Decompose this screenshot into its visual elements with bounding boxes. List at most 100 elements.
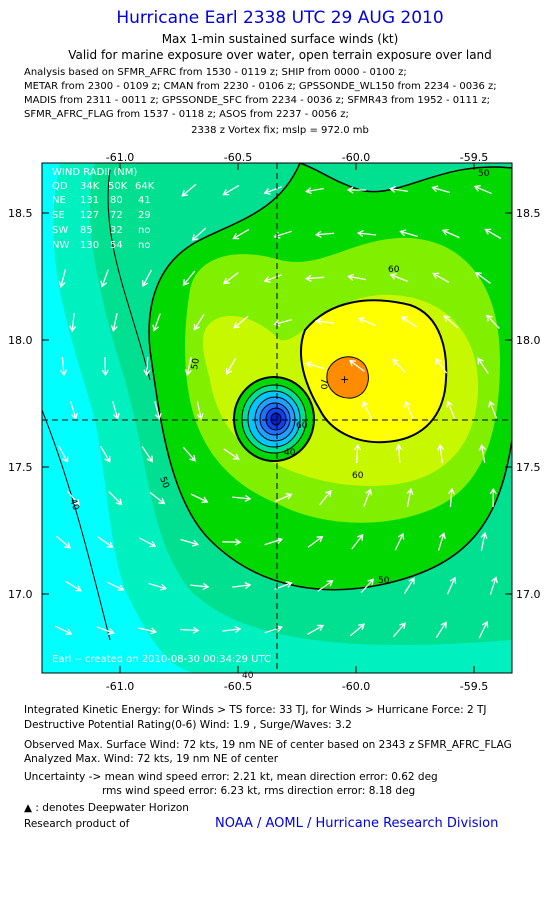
contour-label: 40 — [242, 671, 254, 681]
wind-contour-band — [299, 299, 448, 444]
wind-radii-cell: NW — [52, 240, 69, 251]
wind-vector-arrow — [191, 227, 207, 241]
wind-vector-arrow — [264, 625, 283, 634]
wind-vector-arrow — [307, 535, 324, 548]
wind-vector-arrow — [473, 185, 492, 195]
wind-vector-arrow — [184, 357, 192, 377]
creation-credit: Earl -- created on 2010-08-30 00:34:29 U… — [52, 654, 271, 665]
wind-vector-arrow — [356, 229, 377, 238]
wind-vector-arrow — [232, 494, 252, 502]
wind-vector-arrow — [392, 358, 406, 374]
wind-vector-arrow — [392, 622, 406, 638]
max-wind-marker: + — [340, 373, 349, 386]
wind-vector-arrow — [394, 532, 405, 551]
wind-vector-arrow — [190, 493, 209, 504]
lat-tick-label: 18.5 — [516, 207, 541, 220]
wind-vector-arrow — [406, 487, 414, 507]
wind-vector-arrow — [110, 313, 118, 333]
lat-tick-label: 17.0 — [516, 588, 541, 601]
contour-label: 60 — [296, 421, 308, 431]
wind-radii-cell: 29 — [138, 210, 151, 221]
ike-line: Integrated Kinetic Energy: for Winds > T… — [24, 704, 487, 716]
wind-radii-header: 34K — [80, 181, 100, 192]
uncertainty-line: Uncertainty -> mean wind speed error: 2.… — [24, 771, 438, 783]
wind-radii-header: 50K — [108, 181, 128, 192]
lat-tick-label: 18.0 — [8, 334, 33, 347]
wind-vector-arrow — [141, 269, 153, 288]
wind-vector-arrow — [100, 445, 111, 463]
wind-vector-arrow — [143, 356, 151, 377]
wind-vector-arrow — [193, 314, 205, 331]
wind-vector-arrow — [348, 359, 365, 372]
wind-vector-arrow — [154, 401, 162, 420]
deepwater-legend: ▲ : denotes Deepwater Horizon — [24, 802, 189, 814]
wind-vector-arrow — [196, 401, 204, 421]
wind-vector-arrow — [441, 228, 460, 239]
wind-vector-arrow — [58, 445, 69, 464]
wind-vector-arrow — [225, 357, 237, 375]
wind-vector-arrow — [274, 581, 293, 590]
contour-label: 70 — [318, 378, 328, 390]
wind-radii-header: 64K — [135, 181, 155, 192]
wind-vector-arrow — [448, 487, 456, 508]
noaa-link[interactable]: NOAA / AOML / Hurricane Research Divisio… — [215, 816, 499, 831]
contour-label: 50 — [190, 357, 202, 370]
wind-radii-cell: 80 — [110, 195, 123, 206]
wind-radii-cell: 85 — [80, 225, 93, 236]
wind-radii-cell: no — [138, 225, 150, 236]
wind-vector-arrow — [389, 185, 409, 193]
wind-vector-arrow — [400, 316, 417, 328]
wind-vector-arrow — [319, 490, 332, 506]
wind-vector-arrow — [437, 532, 446, 551]
wind-vector-arrow — [223, 272, 239, 285]
wind-vector-arrow — [222, 184, 240, 196]
wind-vector-arrow — [222, 625, 242, 634]
analysis-line: METAR from 2300 - 0109 z; CMAN from 2230… — [24, 81, 497, 92]
wind-vector-arrow — [222, 538, 242, 546]
wind-vector-arrow — [474, 271, 491, 284]
wind-vector-arrow — [363, 488, 373, 507]
analysis-line: Analysis based on SFMR_AFRC from 1530 - … — [24, 67, 407, 78]
wind-vector-arrow — [362, 400, 372, 419]
lat-tick-label: 18.0 — [516, 334, 541, 347]
wind-vector-arrow — [477, 357, 489, 374]
wind-vector-arrow — [264, 537, 283, 546]
wind-radii-cell: 131 — [80, 195, 99, 206]
wind-vector-arrow — [112, 401, 120, 420]
lon-tick-label: -60.0 — [342, 151, 370, 164]
wind-radii-cell: SE — [52, 210, 65, 221]
wind-vector-arrow — [263, 274, 282, 283]
wind-radii-cell: no — [138, 240, 150, 251]
research-credit: Research product of — [24, 818, 130, 830]
wind-vector-arrow — [55, 535, 71, 549]
lon-tick-label: -60.5 — [224, 680, 252, 693]
wind-vector-arrow — [443, 315, 459, 329]
wind-vector-arrow — [223, 448, 240, 460]
analysis-line: MADIS from 2311 - 0011 z; GPSSONDE_SFC f… — [24, 95, 491, 106]
wind-vector-arrow — [149, 491, 166, 505]
wind-vector-arrow — [304, 274, 325, 282]
wind-vector-arrow — [152, 313, 161, 332]
wind-vector-arrow — [404, 400, 414, 419]
wind-vector-arrow — [65, 580, 82, 592]
wind-radii-header: QD — [52, 181, 68, 192]
wind-vector-arrow — [141, 446, 153, 463]
wind-radii-cell: 127 — [80, 210, 99, 221]
contour-label: 50 — [157, 476, 170, 490]
wind-vector-arrow — [435, 621, 447, 638]
wind-vector-arrow — [437, 443, 445, 464]
lat-tick-label: 17.0 — [8, 588, 33, 601]
wind-vector-arrow — [480, 531, 488, 551]
analyzed-max-line: Analyzed Max. Wind: 72 kts, 19 nm NE of … — [24, 753, 279, 765]
wind-radii-table: WIND RADII (NM) QD 34K 50K 64K NE 131 80… — [52, 167, 271, 665]
wind-vector-arrow — [181, 183, 197, 197]
wind-radii-cell: 72 — [110, 210, 123, 221]
wind-vector-arrow — [389, 273, 408, 282]
wind-vector-arrow — [353, 443, 362, 464]
wind-vector-arrow — [70, 401, 78, 420]
wind-vector-arrow — [486, 314, 500, 329]
wind-vector-arrow — [351, 533, 364, 550]
wind-vector-arrow — [347, 273, 367, 281]
wind-vector-arrow — [403, 577, 415, 594]
wind-vector-arrow — [138, 627, 158, 635]
